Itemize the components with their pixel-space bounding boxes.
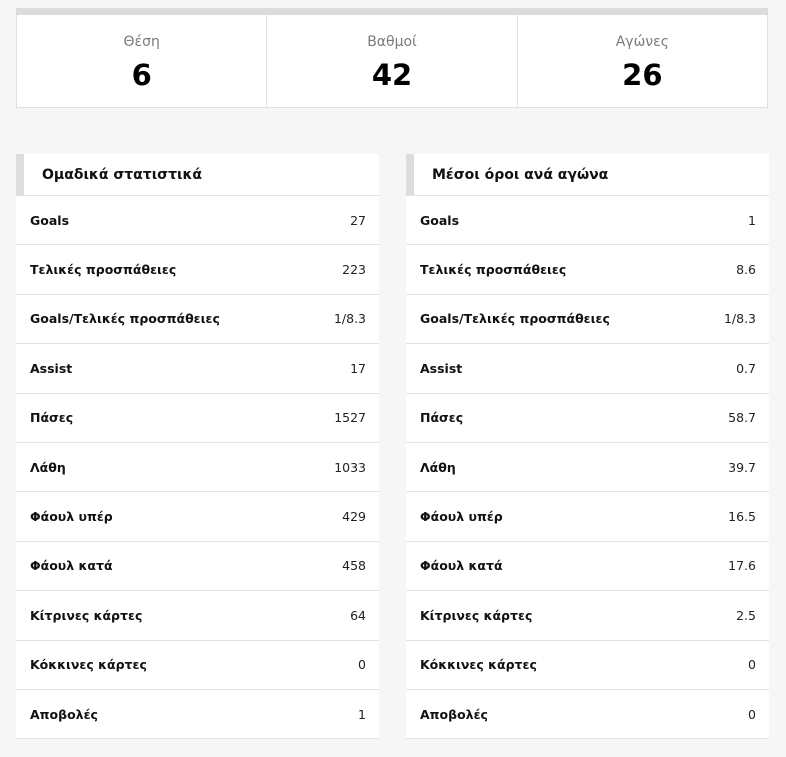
summary-points: Βαθμοί 42 [267,15,518,108]
table-row: Πάσες 1527 [16,394,379,443]
stat-label: Τελικές προσπάθειες [420,262,567,278]
stat-value: 58.7 [728,410,756,426]
team-stats-panel: Ομαδικά στατιστικά Goals 27 Τελικές προσπ… [16,154,379,740]
summary-position: Θέση 6 [17,15,268,108]
summary-games: Αγώνες 26 [518,15,767,108]
table-row: Goals/Τελικές προσπάθειες 1/8.3 [406,295,769,345]
stat-label: Λάθη [420,459,456,475]
stat-value: 1 [748,212,756,228]
standings-summary: Θέση 6 Βαθμοί 42 Αγώνες 26 [16,8,768,108]
table-row: Αποβολές 0 [406,690,769,740]
table-row: Goals 27 [16,196,379,246]
stat-value: 64 [350,607,366,623]
summary-label: Αγώνες [615,34,669,50]
stat-label: Κίτρινες κάρτες [420,607,533,623]
table-row: Αποβολές 1 [16,690,379,740]
table-row: Assist 0.7 [406,344,769,394]
stat-label: Πάσες [30,410,74,426]
stat-label: Goals [30,212,70,228]
stat-value: 17.6 [728,558,756,574]
table-row: Κόκκινες κάρτες 0 [406,641,769,690]
stat-value: 429 [342,509,366,525]
stat-label: Τελικές προσπάθειες [30,262,177,278]
stat-label: Πάσες [420,410,464,426]
stat-value: 458 [342,558,366,574]
summary-value: 6 [131,58,152,92]
stat-value: 0 [358,657,366,673]
table-row: Goals/Τελικές προσπάθειες 1/8.3 [16,295,379,345]
table-row: Τελικές προσπάθειες 223 [16,245,379,295]
stat-value: 8.6 [736,262,756,278]
stat-value: 2.5 [736,607,756,623]
table-row: Φάουλ υπέρ 16.5 [406,492,769,542]
table-row: Φάουλ κατά 17.6 [406,542,769,592]
stat-label: Αποβολές [420,706,488,722]
table-row: Κίτρινες κάρτες 64 [16,591,379,641]
stat-label: Φάουλ υπέρ [30,509,113,525]
stat-label: Κόκκινες κάρτες [420,657,537,673]
stat-value: 0.7 [736,360,756,376]
stat-label: Φάουλ υπέρ [420,509,503,525]
stat-label: Αποβολές [30,706,98,722]
table-row: Λάθη 1033 [16,443,379,493]
summary-value: 26 [622,58,663,92]
table-row: Πάσες 58.7 [406,394,769,443]
stat-label: Φάουλ κατά [420,558,503,574]
stat-value: 16.5 [728,509,756,525]
stat-value: 27 [350,212,366,228]
table-row: Goals 1 [406,196,769,246]
stat-value: 1/8.3 [333,311,366,327]
stat-value: 1033 [334,459,366,475]
stat-value: 17 [350,360,366,376]
summary-value: 42 [371,58,413,92]
table-row: Κόκκινες κάρτες 0 [16,641,379,690]
table-row: Κίτρινες κάρτες 2.5 [406,591,769,641]
stat-value: 223 [342,262,366,278]
table-row: Φάουλ κατά 458 [16,542,379,592]
stat-label: Assist [420,360,463,376]
stat-label: Κόκκινες κάρτες [30,657,147,673]
stat-value: 0 [748,706,756,722]
stat-value: 39.7 [728,459,756,475]
stat-label: Φάουλ κατά [30,558,113,574]
stat-label: Goals/Τελικές προσπάθειες [420,311,610,327]
stat-value: 1 [358,706,366,722]
stat-label: Κίτρινες κάρτες [30,607,143,623]
stat-label: Assist [30,360,73,376]
table-row: Φάουλ υπέρ 429 [16,492,379,542]
stat-label: Λάθη [30,459,66,475]
stat-label: Goals/Τελικές προσπάθειες [30,311,220,327]
table-row: Λάθη 39.7 [406,443,769,493]
panel-title: Ομαδικά στατιστικά [16,154,379,196]
stat-value: 1/8.3 [723,311,756,327]
table-row: Assist 17 [16,344,379,394]
summary-top-bar [16,8,768,15]
stat-value: 0 [748,657,756,673]
stat-value: 1527 [334,410,366,426]
per-game-averages-panel: Μέσοι όροι ανά αγώνα Goals 1 Τελικές προσ… [406,154,769,740]
stat-label: Goals [420,212,460,228]
summary-label: Βαθμοί [367,34,417,50]
table-row: Τελικές προσπάθειες 8.6 [406,245,769,295]
summary-label: Θέση [123,34,160,50]
panel-title: Μέσοι όροι ανά αγώνα [406,154,769,196]
